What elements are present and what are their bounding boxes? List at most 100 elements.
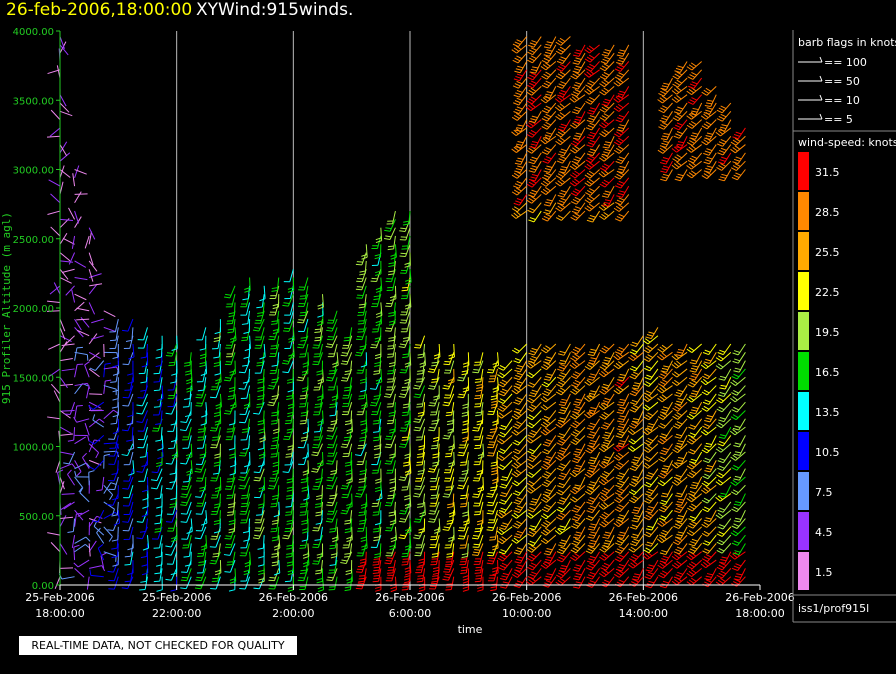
wind-barb-flag [575,581,582,584]
wind-barb-flag [497,408,504,412]
wind-barb-shaft [493,368,498,382]
wind-barb-flag [529,178,536,182]
wind-barb-flag [327,476,334,479]
wind-barb-flag [476,420,483,423]
wind-barb-shaft [517,52,528,64]
wind-barb-flag [344,336,351,339]
wind-barb-shaft [503,360,513,371]
wind-barb-shaft [502,459,513,470]
wind-barb-shaft [665,169,673,182]
wind-barb-flag [589,122,596,126]
wind-barb-flag [541,110,548,114]
wind-barb-flag [271,397,278,400]
wind-barb-shaft [480,402,484,416]
wind-barb-flag [300,339,307,342]
wind-barb-flag [541,524,547,528]
wind-barb-flag [643,549,650,554]
wind-barb-shaft [409,518,412,532]
wind-barb-flag [628,548,634,553]
wind-barb-flag [186,386,193,390]
wind-barb-shaft [390,435,396,448]
wind-barb-shaft [588,69,600,78]
wind-barb-flag [513,185,520,189]
wind-barb-flag [662,504,669,508]
wind-barb-shaft [275,285,280,299]
wind-barb-shaft [467,352,470,366]
wind-barb-flag [499,538,505,543]
wind-barb-flag [660,124,666,128]
wind-barb-flag [230,339,237,343]
wind-barb-flag [186,456,193,460]
wind-barb-shaft [666,127,673,140]
wind-barb-flag [373,397,380,400]
wind-barb-flag [341,352,348,354]
wind-barb-flag [515,533,522,536]
wind-barb-flag [271,364,278,367]
wind-barb-flag [587,412,594,415]
wind-barb-flag [677,389,684,393]
wind-barb-flag [244,464,251,468]
wind-barb-flag [674,579,680,584]
wind-barb-flag [603,569,609,574]
wind-barb-flag [617,425,625,429]
wind-barb-flag [497,466,504,471]
wind-barb-flag [529,573,536,577]
wind-barb-shaft [497,410,499,424]
wind-barb-shaft [497,352,500,366]
wind-barb-flag [574,52,581,55]
wind-barb-flag [327,501,334,504]
wind-barb-shaft [520,119,528,132]
wind-barb-flag [645,439,652,444]
wind-barb-shaft [378,501,382,515]
wind-barb-flag [616,131,622,136]
wind-barb-flag [314,505,321,508]
wind-barb-flag [127,447,134,451]
wind-barb-shaft [74,191,82,203]
wind-barb-flag [659,414,666,419]
wind-barb-flag [615,353,621,359]
wind-barb-flag [229,472,236,476]
wind-barb-flag [603,113,610,117]
wind-barb-flag [515,507,522,511]
wind-barb-shaft [665,136,673,148]
wind-barb-shaft [607,426,615,439]
wind-barb-flag [599,215,605,220]
wind-barb-shaft [103,482,112,494]
wind-barb-shaft [676,376,688,386]
wind-barb-flag [229,453,236,457]
wind-barb-flag [557,180,563,185]
wind-barb-flag [526,408,533,412]
wind-barb-flag [603,534,610,537]
wind-barb-flag [272,494,279,498]
wind-barb-flag [359,469,366,473]
wind-barb-flag [616,540,623,544]
wind-barb-shaft [620,194,630,206]
wind-barb-flag [285,514,292,516]
wind-barb-flag [676,143,683,146]
wind-barb-shaft [406,285,411,299]
wind-barb-flag [344,522,351,525]
wind-barb-shaft [287,360,294,373]
wind-barb-flag [417,414,424,417]
wind-barbs [46,36,746,593]
wind-barb-shaft [577,401,586,414]
wind-barb-flag [619,398,626,401]
wind-barb-flag [574,505,581,509]
wind-barb-shaft [680,526,688,539]
wind-barb-flag [168,361,175,364]
wind-barb-shaft [549,86,557,99]
wind-barb-shaft [59,433,73,436]
wind-barb-flag [613,133,620,138]
wind-barb-shaft [661,534,673,544]
wind-barb-flag [272,497,279,500]
wind-barb-shaft [331,493,338,506]
wind-barb-shaft [604,77,615,88]
wind-barb-flag [287,378,294,381]
wind-barb-flag [331,395,338,399]
wind-barb-flag [631,581,637,585]
wind-barb-flag [618,461,624,466]
wind-barb-flag [618,480,625,484]
wind-barb-flag [586,205,593,210]
wind-barb-flag [671,164,677,170]
wind-barb-shaft [59,218,73,222]
